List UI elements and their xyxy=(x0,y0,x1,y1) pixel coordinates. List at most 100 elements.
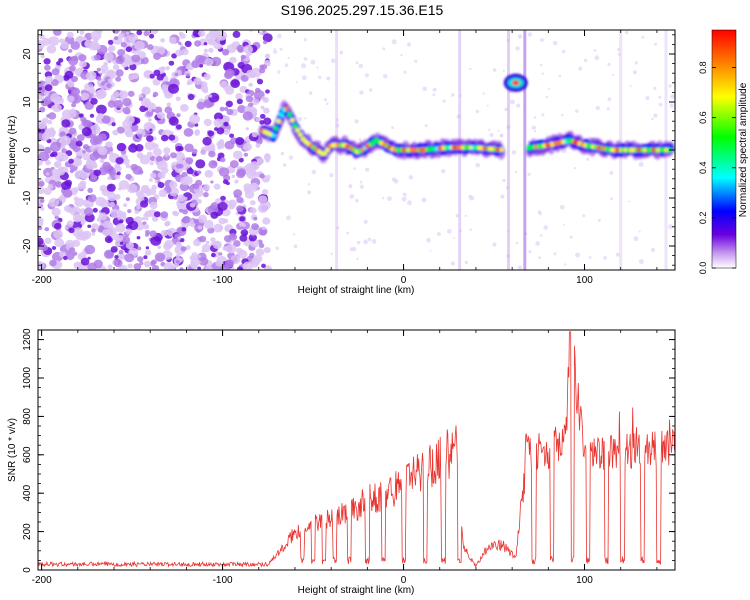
noise-blob xyxy=(468,194,472,199)
noise-blob xyxy=(156,160,168,171)
noise-blob xyxy=(233,189,243,198)
noise-blob xyxy=(96,104,107,115)
noise-blob xyxy=(82,152,91,161)
noise-blob xyxy=(68,227,75,234)
ridge-hotspot xyxy=(364,144,370,149)
noise-blob xyxy=(110,208,121,218)
noise-blob xyxy=(349,247,354,252)
noise-blob xyxy=(160,229,168,237)
noise-blob xyxy=(538,256,542,260)
ridge-hotspot xyxy=(451,145,457,150)
noise-blob xyxy=(120,41,127,48)
noise-blob xyxy=(222,115,231,123)
noise-blob xyxy=(79,30,85,35)
noise-blob xyxy=(89,124,101,135)
noise-blob xyxy=(561,148,567,154)
noise-blob xyxy=(122,158,130,165)
noise-blob xyxy=(284,63,289,68)
noise-blob xyxy=(447,229,452,234)
noise-blob xyxy=(51,207,61,217)
noise-blob xyxy=(304,117,307,120)
x-tick-label: 100 xyxy=(576,575,593,586)
noise-blob xyxy=(208,102,213,106)
noise-blob xyxy=(155,155,163,163)
noise-blob xyxy=(228,199,237,208)
noise-blob xyxy=(212,240,222,249)
noise-blob xyxy=(242,261,253,270)
noise-blob xyxy=(558,75,562,78)
noise-blob xyxy=(486,104,489,107)
noise-blob xyxy=(125,46,132,52)
noise-blob xyxy=(182,175,193,186)
noise-blob xyxy=(78,54,87,62)
noise-blob xyxy=(502,69,505,72)
noise-blob xyxy=(131,54,141,63)
noise-blob xyxy=(103,249,115,259)
noise-blob xyxy=(381,197,385,200)
noise-blob xyxy=(50,93,61,103)
noise-blob xyxy=(253,171,258,176)
noise-blob xyxy=(210,180,214,184)
noise-blob xyxy=(128,74,135,81)
noise-blob xyxy=(84,39,93,48)
vertical-streak xyxy=(523,30,527,270)
vertical-streak xyxy=(507,30,510,270)
noise-blob xyxy=(393,178,399,184)
isolated-patch-peak xyxy=(512,80,520,86)
noise-blob xyxy=(44,227,50,232)
noise-blob xyxy=(258,243,265,249)
noise-blob xyxy=(56,61,61,66)
noise-blob xyxy=(158,171,166,179)
noise-blob xyxy=(348,184,353,189)
noise-blob xyxy=(112,91,120,98)
noise-blob xyxy=(48,112,57,120)
noise-blob xyxy=(251,131,258,138)
noise-blob xyxy=(50,141,61,152)
noise-blob xyxy=(247,102,254,108)
noise-blob xyxy=(475,163,481,168)
noise-blob xyxy=(54,238,65,248)
ridge-peak xyxy=(270,133,276,139)
noise-blob xyxy=(137,246,142,251)
noise-blob xyxy=(139,105,147,113)
noise-blob xyxy=(73,261,83,270)
noise-blob xyxy=(208,92,220,103)
noise-blob xyxy=(261,189,269,195)
noise-blob xyxy=(177,194,186,202)
noise-blob xyxy=(136,205,141,210)
noise-blob xyxy=(203,219,214,229)
noise-blob xyxy=(264,53,271,59)
noise-blob xyxy=(38,87,42,91)
noise-blob xyxy=(260,113,266,119)
colorbar-tick-label: 0.4 xyxy=(698,162,708,175)
colorbar-tick-label: 0.2 xyxy=(698,212,708,225)
noise-blob xyxy=(450,261,455,266)
noise-blob xyxy=(367,237,372,242)
noise-blob xyxy=(81,119,90,127)
noise-blob xyxy=(69,247,76,253)
noise-blob xyxy=(426,237,431,243)
noise-blob xyxy=(194,131,200,136)
ridge-peak xyxy=(289,117,295,123)
noise-blob xyxy=(54,215,59,220)
noise-blob xyxy=(107,100,116,108)
ridge-hotspot xyxy=(572,140,579,144)
noise-blob xyxy=(46,114,50,118)
noise-blob xyxy=(235,93,243,100)
noise-blob xyxy=(455,214,459,218)
noise-blob xyxy=(143,224,150,230)
noise-blob xyxy=(414,59,418,63)
noise-blob xyxy=(391,126,394,130)
noise-blob xyxy=(329,173,334,178)
ridge-hotspot xyxy=(419,148,425,152)
noise-blob xyxy=(115,223,126,233)
noise-blob xyxy=(235,137,245,145)
noise-blob xyxy=(561,49,566,54)
noise-blob xyxy=(198,30,206,37)
noise-blob xyxy=(76,134,85,142)
noise-blob xyxy=(61,119,71,128)
ridge-hotspot xyxy=(614,148,620,152)
noise-blob xyxy=(240,54,246,60)
noise-blob xyxy=(453,237,456,239)
noise-blob xyxy=(181,227,187,232)
